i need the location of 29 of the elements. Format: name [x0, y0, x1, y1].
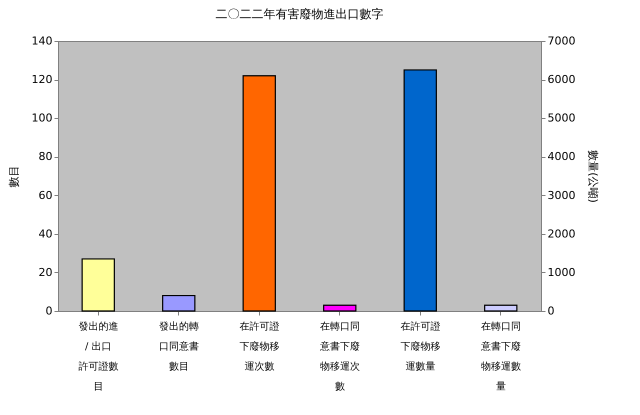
x-tick-label: 發出的進 / 出口許可證數目 [78, 320, 118, 392]
y2-tick-label: 7000 [548, 34, 576, 48]
x-tick-label: 在許可證下廢物移運數量 [400, 320, 440, 372]
y2-tick-label: 6000 [548, 73, 576, 86]
y-tick-label: 100 [32, 112, 52, 125]
y2-axis-title: 數量(公噸) [586, 150, 600, 203]
y2-tick-label: 0 [548, 304, 554, 318]
x-tick-label: 在許可證下廢物移運次數 [239, 320, 280, 372]
y-tick-label: 120 [32, 73, 52, 86]
x-tick-label: 在轉口同意書下廢物移運數量 [480, 320, 521, 392]
x-tick-label: 在轉口同意書下廢物移運次數 [318, 320, 360, 392]
y-tick-label: 40 [38, 227, 52, 240]
y-axis-title: 數目 [8, 166, 21, 188]
bar [323, 304, 356, 312]
y2-tick-label: 3000 [548, 188, 576, 202]
y2-tick-label: 1000 [548, 266, 576, 279]
y-tick-label: 140 [32, 34, 52, 48]
chart-title: 二〇二二年有害廢物進出口數字 [216, 7, 384, 21]
y-tick-label: 80 [38, 150, 52, 164]
bar [82, 258, 115, 312]
y-tick-label: 20 [38, 266, 52, 279]
y-tick-label: 60 [38, 188, 52, 202]
y2-tick-label: 5000 [548, 112, 576, 125]
bar [242, 75, 276, 312]
bar [162, 294, 196, 312]
y2-tick-label: 2000 [548, 227, 576, 240]
y-tick-label: 0 [46, 304, 52, 318]
y2-tick-label: 4000 [548, 150, 576, 164]
x-tick-label: 發出的轉 口同意書 數目 [158, 320, 199, 372]
